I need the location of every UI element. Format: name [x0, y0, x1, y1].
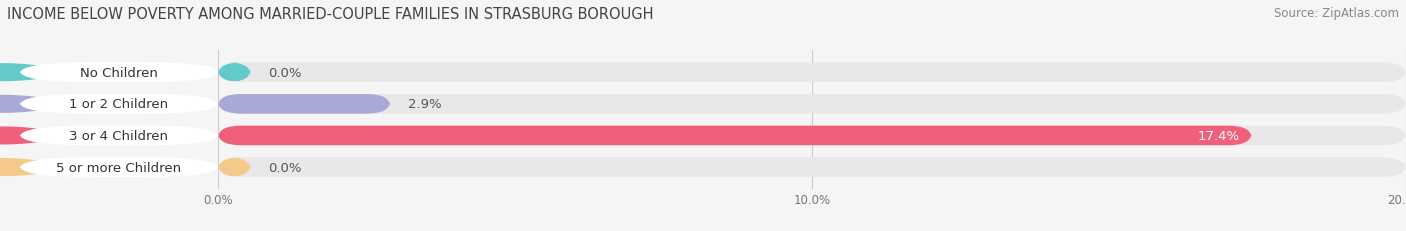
FancyBboxPatch shape: [218, 63, 1406, 83]
Text: 17.4%: 17.4%: [1198, 129, 1240, 142]
Text: 1 or 2 Children: 1 or 2 Children: [69, 98, 169, 111]
Text: 3 or 4 Children: 3 or 4 Children: [69, 129, 169, 142]
FancyBboxPatch shape: [20, 158, 218, 177]
Text: 0.0%: 0.0%: [269, 161, 302, 174]
Text: 5 or more Children: 5 or more Children: [56, 161, 181, 174]
FancyBboxPatch shape: [20, 126, 218, 146]
FancyBboxPatch shape: [218, 63, 250, 83]
Circle shape: [0, 128, 53, 144]
FancyBboxPatch shape: [218, 95, 1406, 114]
FancyBboxPatch shape: [20, 63, 218, 83]
Circle shape: [0, 65, 53, 81]
FancyBboxPatch shape: [20, 95, 218, 114]
FancyBboxPatch shape: [218, 126, 1406, 146]
Text: Source: ZipAtlas.com: Source: ZipAtlas.com: [1274, 7, 1399, 20]
FancyBboxPatch shape: [218, 158, 250, 177]
FancyBboxPatch shape: [218, 126, 1251, 146]
FancyBboxPatch shape: [218, 95, 391, 114]
Text: 2.9%: 2.9%: [408, 98, 441, 111]
Text: 0.0%: 0.0%: [269, 66, 302, 79]
Text: No Children: No Children: [80, 66, 157, 79]
Circle shape: [0, 159, 53, 176]
FancyBboxPatch shape: [218, 158, 1406, 177]
Text: INCOME BELOW POVERTY AMONG MARRIED-COUPLE FAMILIES IN STRASBURG BOROUGH: INCOME BELOW POVERTY AMONG MARRIED-COUPL…: [7, 7, 654, 22]
Circle shape: [0, 96, 53, 113]
